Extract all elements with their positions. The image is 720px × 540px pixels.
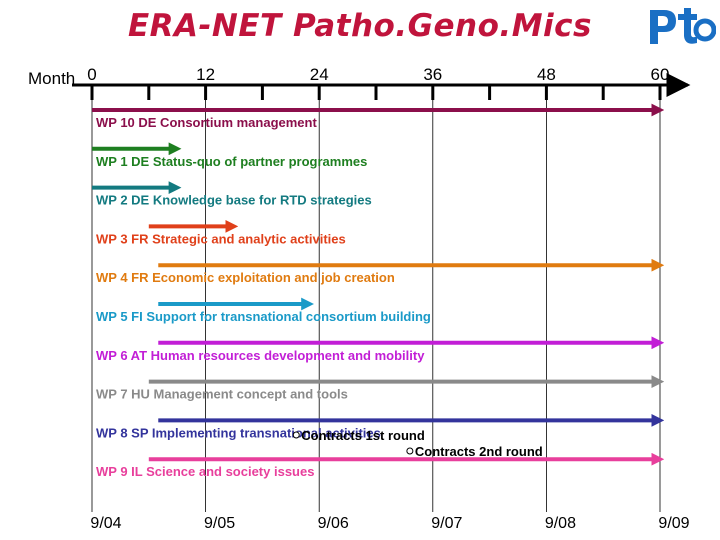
date-label-48: 9/08 (545, 515, 576, 532)
milestone-label-0: Contracts 1st round (301, 428, 425, 443)
wp-label-5: WP 5 FI Support for transnational consor… (96, 309, 431, 324)
logo-p (650, 10, 676, 44)
tick-label-48: 48 (537, 65, 556, 84)
wp-label-7: WP 7 HU Management concept and tools (96, 387, 348, 402)
date-labels: 9/04 9/05 9/06 9/07 9/08 9/09 (90, 515, 689, 532)
wp-label-6: WP 6 AT Human resources development and … (96, 348, 425, 363)
tick-label-60: 60 (651, 65, 670, 84)
milestone-marker-0 (292, 431, 300, 439)
date-label-24: 9/06 (318, 515, 349, 532)
gridlines (91, 85, 661, 512)
date-label-0: 9/04 (90, 515, 121, 532)
month-axis: Month 0 12 24 36 48 60 (28, 65, 691, 100)
tick-label-0: 0 (87, 65, 96, 84)
wp-label-4: WP 4 FR Economic exploitation and job cr… (96, 270, 395, 285)
wp-label-9: WP 9 IL Science and society issues (96, 464, 314, 479)
logo-t (678, 8, 697, 44)
date-label-36: 9/07 (431, 515, 462, 532)
tick-label-12: 12 (196, 65, 215, 84)
work-package-bars (92, 103, 665, 466)
milestone-label-1: Contracts 2nd round (415, 444, 543, 459)
wp-label-2: WP 2 DE Knowledge base for RTD strategie… (96, 193, 372, 208)
work-package-labels: WP 10 DE Consortium management WP 1 DE St… (96, 115, 431, 479)
tick-label-24: 24 (310, 65, 329, 84)
wp-label-1: WP 1 DE Status-quo of partner programmes (96, 154, 367, 169)
wp-label-3: WP 3 FR Strategic and analytic activitie… (96, 231, 346, 246)
pto-logo (650, 8, 716, 44)
tick-label-36: 36 (423, 65, 442, 84)
page-title: ERA-NET Patho.Geno.Mics (128, 8, 592, 44)
date-label-60: 9/09 (658, 515, 689, 532)
wp-label-0: WP 10 DE Consortium management (96, 115, 317, 130)
date-label-12: 9/05 (204, 515, 235, 532)
logo-o (693, 18, 716, 42)
axis-label: Month (28, 69, 75, 88)
milestone-marker-1 (406, 447, 414, 455)
wp-label-8: WP 8 SP Implementing transnational activ… (96, 425, 381, 440)
